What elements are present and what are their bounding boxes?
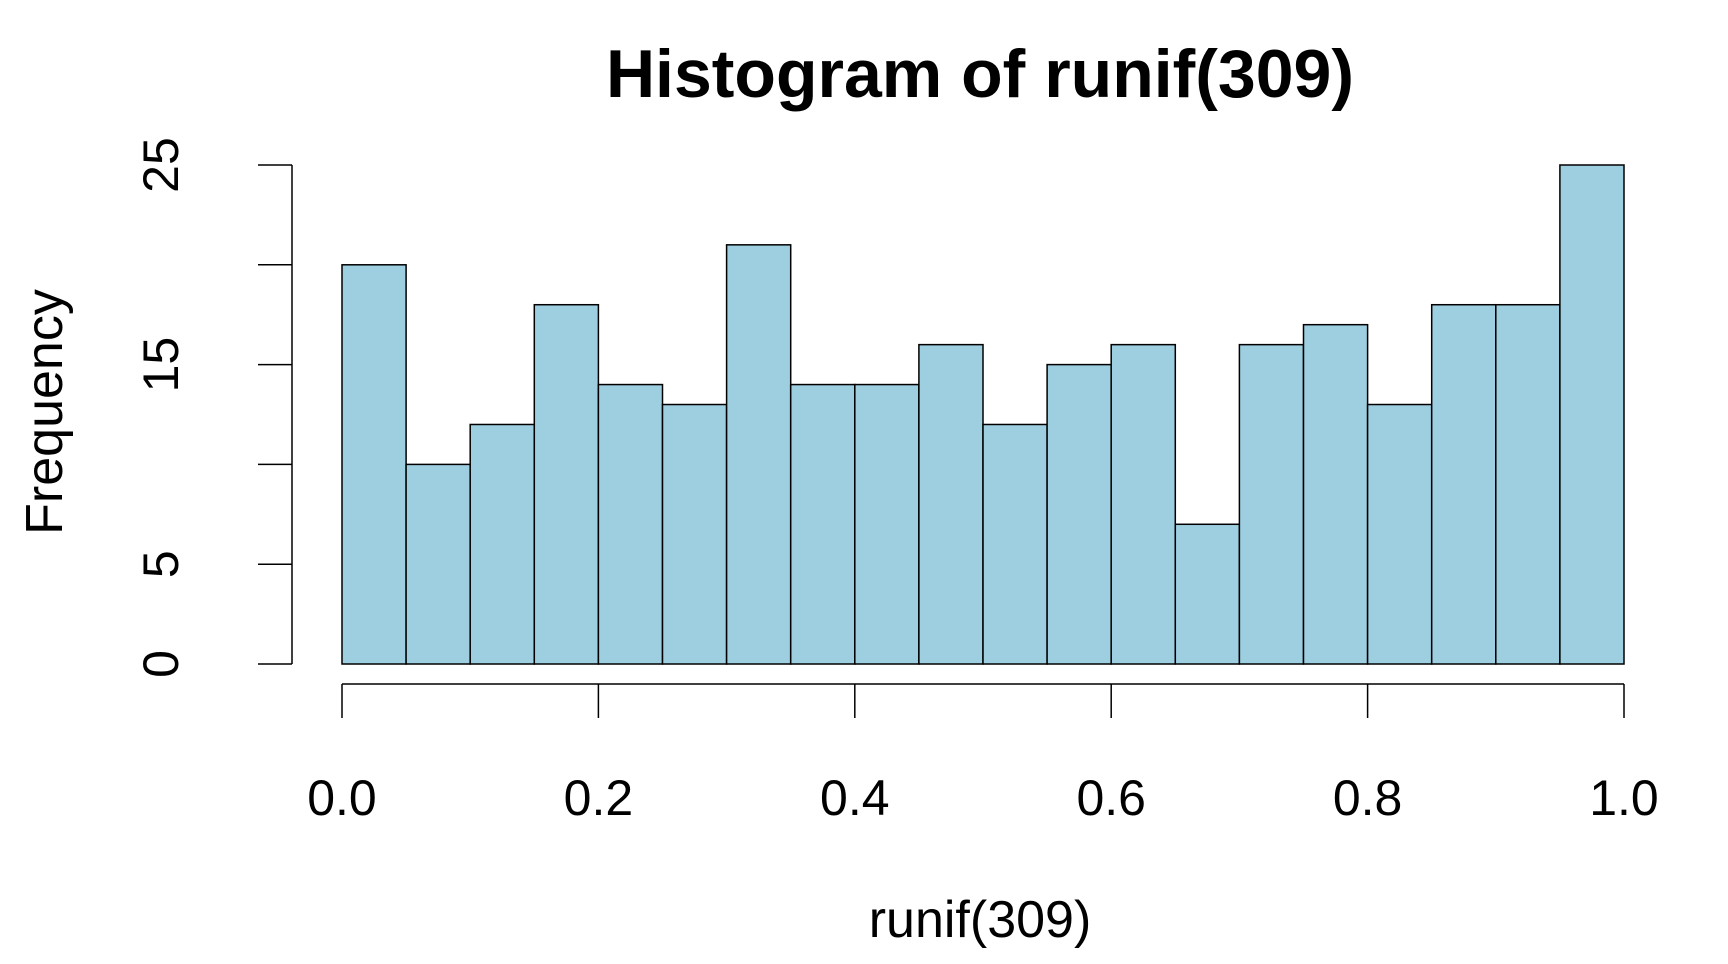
x-axis: 0.0 0.2 0.4 0.6 0.8 1.0 [307, 683, 1659, 826]
histogram-bar-11 [982, 423, 1048, 665]
histogram-bar-9 [854, 383, 920, 665]
bars-group [341, 164, 1625, 665]
histogram-bar-2 [405, 463, 471, 665]
histogram-bar-13 [1110, 343, 1177, 665]
histogram-bar-14 [1174, 523, 1241, 665]
histogram-bar-12 [1046, 363, 1112, 665]
histogram-bar-5 [597, 383, 664, 665]
histogram-bar-18 [1430, 303, 1497, 665]
histogram-bar-16 [1302, 323, 1369, 665]
x-tick-label-0.8: 0.8 [1333, 770, 1403, 826]
x-tick-label-0.4: 0.4 [820, 770, 890, 826]
histogram-bar-10 [918, 343, 984, 665]
x-tick-label-0.6: 0.6 [1076, 770, 1146, 826]
x-tick-label-1.0: 1.0 [1589, 770, 1659, 826]
histogram-bar-3 [469, 423, 536, 665]
y-axis: 0 5 15 25 [133, 137, 293, 678]
x-tick-label-0.2: 0.2 [564, 770, 634, 826]
histogram-bar-7 [725, 244, 792, 665]
y-tick-label-5: 5 [133, 550, 189, 578]
histogram-bar-8 [789, 383, 856, 665]
chart-title: Histogram of runif(309) [606, 36, 1354, 112]
histogram-bar-15 [1238, 343, 1305, 665]
histogram-bar-4 [533, 303, 600, 665]
y-tick-label-0: 0 [133, 650, 189, 678]
x-axis-title: runif(309) [869, 891, 1092, 949]
histogram-bar-20 [1559, 164, 1625, 665]
y-axis-title: Frequency [16, 289, 74, 535]
x-tick-label-0.0: 0.0 [307, 770, 377, 826]
y-tick-label-25: 25 [133, 137, 189, 193]
histogram-bar-6 [661, 403, 728, 665]
y-tick-label-15: 15 [133, 337, 189, 393]
histogram-bar-1 [341, 264, 407, 665]
histogram-bar-17 [1366, 403, 1433, 665]
histogram-bar-19 [1495, 303, 1561, 665]
